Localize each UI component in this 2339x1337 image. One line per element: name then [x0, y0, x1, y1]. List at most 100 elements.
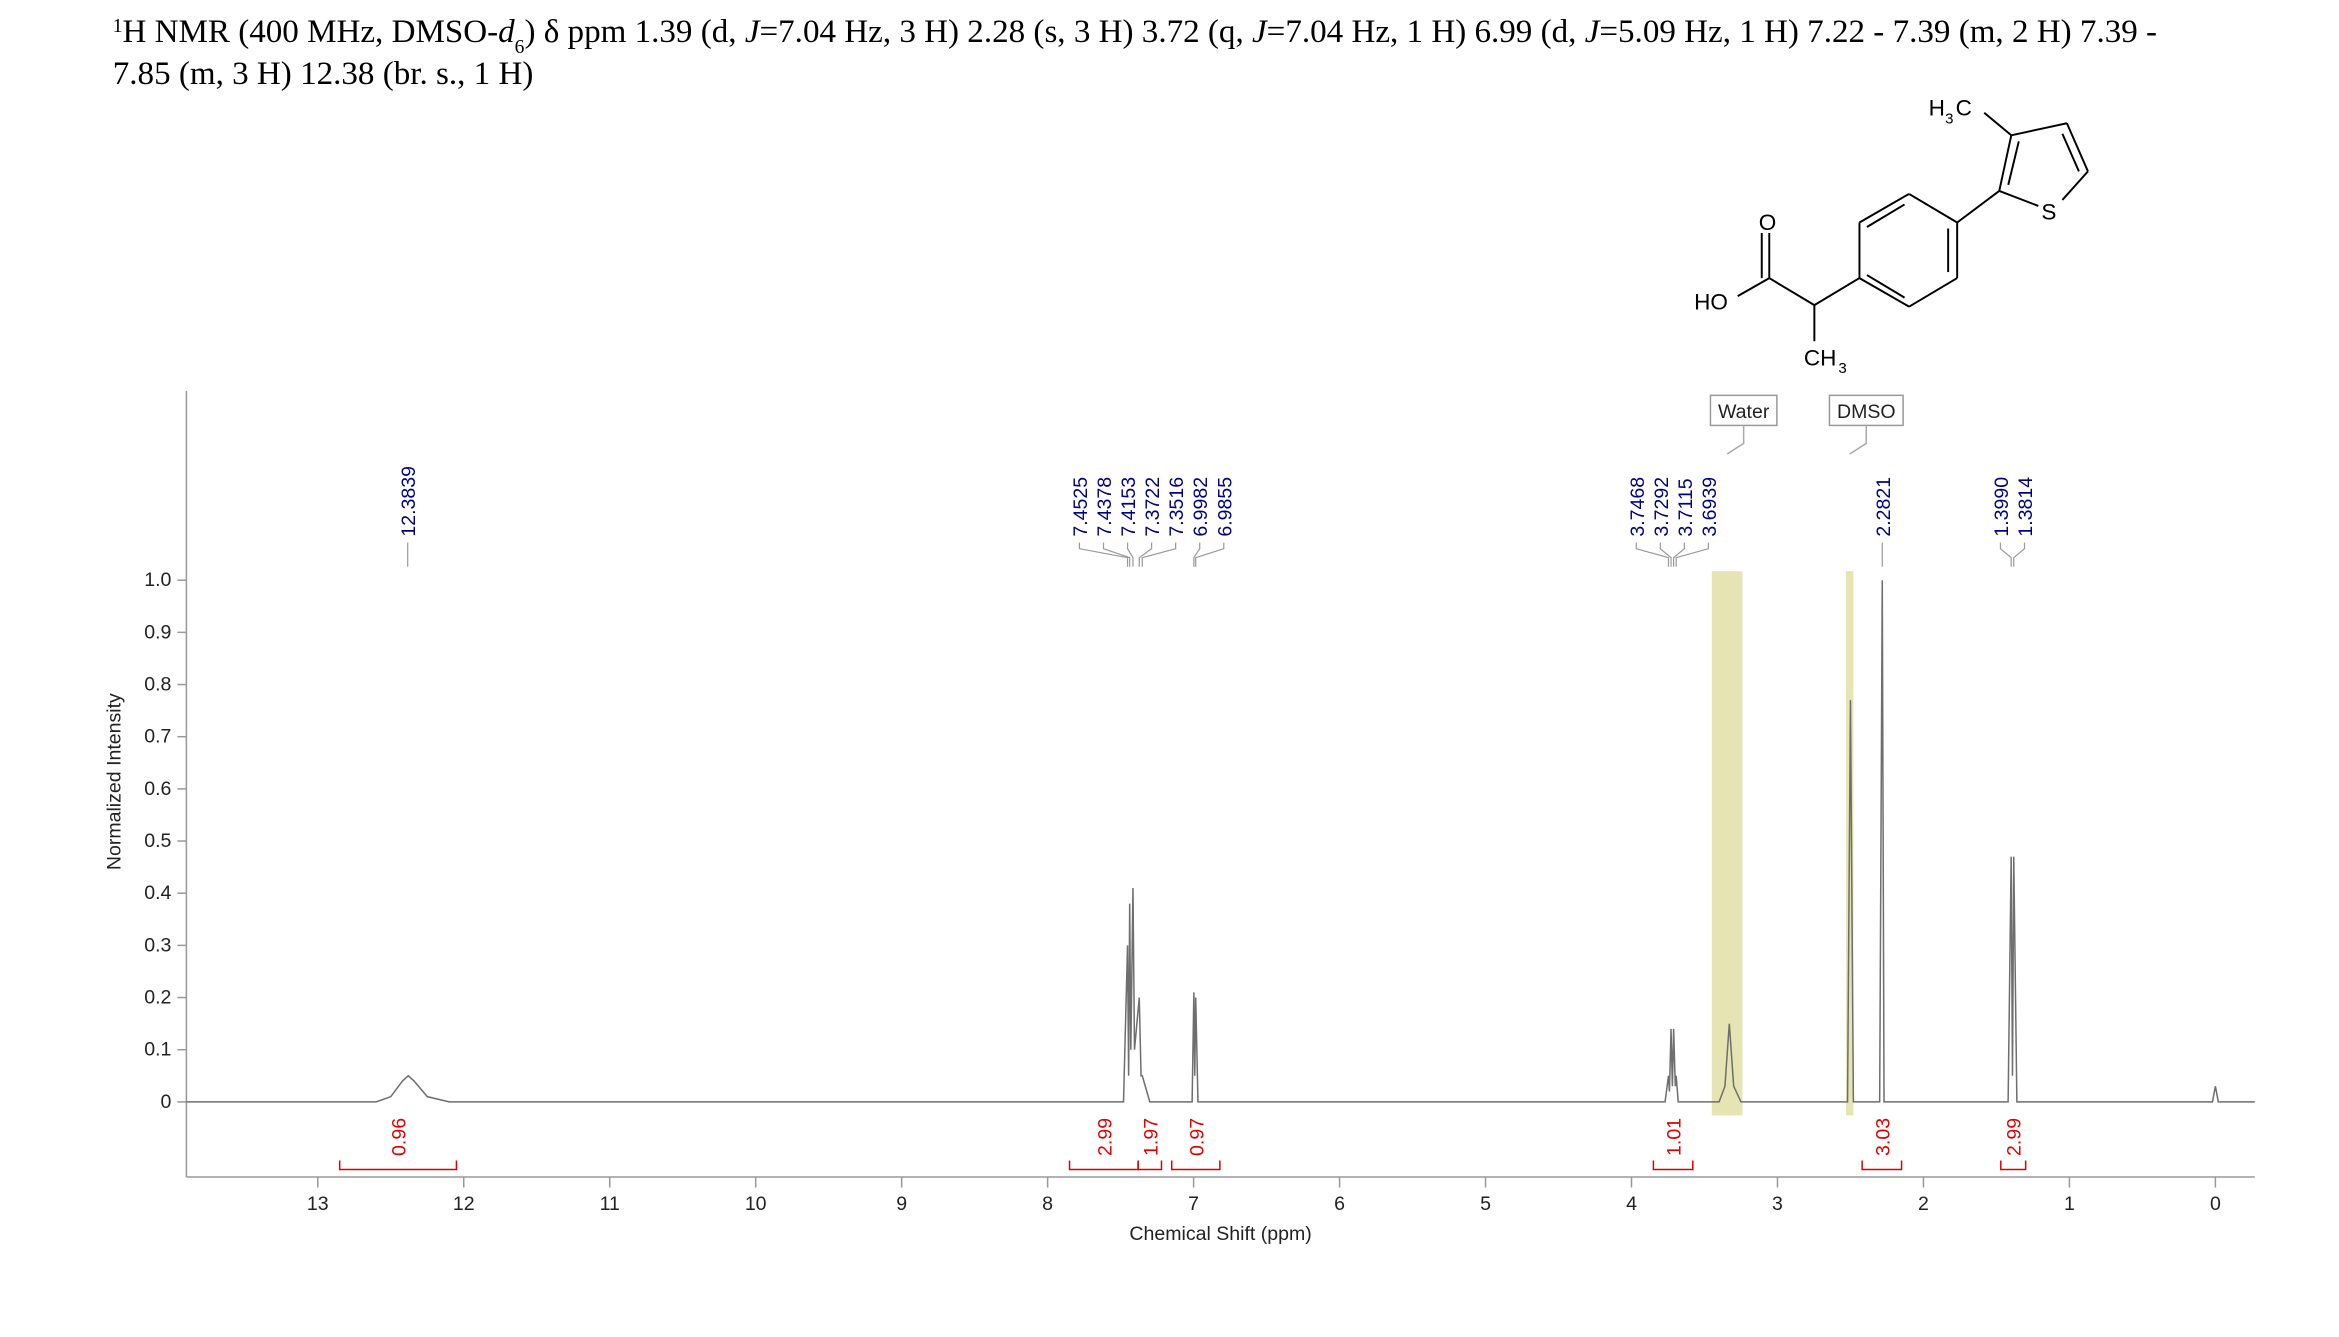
peak-label: 1.3990 — [1991, 477, 2013, 537]
title-line: 7.85 (m, 3 H) 12.38 (br. s., 1 H) — [113, 56, 534, 92]
y-tick-label: 0.8 — [144, 674, 171, 696]
integral-bracket — [2000, 1160, 2027, 1171]
title-part: 1 — [113, 16, 123, 37]
atom-label: C — [1956, 96, 1972, 121]
atom-label: S — [2041, 199, 2056, 224]
x-tick-label: 6 — [1334, 1193, 1345, 1215]
atom-label: 3 — [1838, 360, 1846, 377]
y-tick-label: 0.3 — [144, 934, 171, 956]
peak-label: 7.3722 — [1142, 477, 1164, 537]
peak-leader — [1193, 542, 1201, 567]
atom-label: 3 — [1945, 110, 1953, 127]
peak-leader — [2013, 542, 2026, 567]
peak-label: 2.2821 — [1873, 477, 1895, 537]
integral-label: 2.99 — [2004, 1118, 2026, 1156]
x-tick-label: 4 — [1626, 1193, 1637, 1215]
peak-label: 3.7115 — [1675, 478, 1697, 536]
peak-leader — [1195, 542, 1225, 567]
title-part: J — [1585, 14, 1601, 50]
integral-label: 2.99 — [1094, 1118, 1116, 1156]
integral-label: 3.03 — [1872, 1118, 1894, 1156]
atom-label: O — [1759, 210, 1777, 235]
integral-bracket — [1861, 1160, 1903, 1171]
title-part: J — [745, 14, 761, 50]
title-part: =5.09 Hz, 1 H) 7.22 - 7.39 (m, 2 H) 7.39… — [1599, 14, 2157, 50]
peak-label: 1.3814 — [2015, 477, 2037, 537]
y-tick-label: 0.6 — [144, 778, 171, 800]
x-tick-label: 12 — [453, 1193, 475, 1215]
title-part: =7.04 Hz, 3 H) 2.28 (s, 3 H) 3.72 (q, — [760, 14, 1252, 50]
y-tick-label: 0.9 — [144, 621, 171, 643]
title-part: d — [498, 14, 515, 50]
x-tick-label: 9 — [896, 1193, 907, 1215]
peak-label: 3.6939 — [1699, 477, 1721, 537]
x-tick-label: 10 — [745, 1193, 767, 1215]
title-part: H NMR (400 MHz, DMSO- — [123, 14, 499, 50]
x-tick-label: 3 — [1772, 1193, 1783, 1215]
peak-leader — [1635, 542, 1670, 567]
integral-bracket — [1137, 1160, 1163, 1171]
solvent-leader — [1726, 425, 1745, 455]
peak-leader — [1673, 542, 1685, 567]
canvas: 1H NMR (400 MHz, DMSO-d6) δ ppm 1.39 (d,… — [103, 14, 2255, 1245]
x-tick-label: 5 — [1480, 1193, 1491, 1215]
peak-leader — [1078, 542, 1129, 567]
integral-bracket — [1068, 1160, 1139, 1171]
peak-label: 6.9855 — [1214, 477, 1236, 537]
peak-leader — [1659, 542, 1672, 567]
peak-label: 7.4378 — [1094, 477, 1116, 537]
y-tick-label: 0.1 — [144, 1039, 171, 1061]
peak-label: 7.3516 — [1166, 477, 1188, 537]
integral-label: 0.96 — [389, 1118, 411, 1156]
peak-label: 7.4525 — [1070, 477, 1092, 537]
peak-label: 3.7292 — [1651, 477, 1673, 537]
atom-label: H — [1929, 96, 1945, 121]
atom-label: CH — [1804, 345, 1837, 370]
x-axis-label: Chemical Shift (ppm) — [1129, 1223, 1311, 1245]
peak-leader — [1675, 542, 1710, 567]
solvent-label: Water — [1718, 401, 1770, 423]
integral-label: 1.97 — [1140, 1118, 1162, 1156]
y-tick-label: 0.2 — [144, 987, 171, 1009]
peak-label: 12.3839 — [398, 466, 420, 537]
integral-bracket — [1170, 1160, 1221, 1171]
peak-leader — [1141, 542, 1177, 567]
peak-leader — [1102, 542, 1131, 567]
y-tick-label: 0 — [160, 1091, 171, 1113]
peak-label: 7.4153 — [1118, 477, 1140, 537]
spectrum — [186, 580, 2255, 1103]
x-tick-label: 11 — [600, 1193, 620, 1215]
x-tick-label: 7 — [1188, 1193, 1199, 1215]
solvent-region — [1711, 571, 1743, 1116]
peak-label: 6.9982 — [1190, 477, 1212, 537]
integral-label: 0.97 — [1186, 1118, 1208, 1156]
integral-bracket — [1652, 1160, 1694, 1171]
peak-leader — [1999, 542, 2012, 567]
x-tick-label: 13 — [307, 1193, 329, 1215]
x-tick-label: 2 — [1918, 1193, 1929, 1215]
atom-label: HO — [1694, 290, 1728, 315]
solvent-label-box — [1709, 394, 1778, 427]
title-part: =7.04 Hz, 1 H) 6.99 (d, — [1267, 14, 1585, 50]
y-tick-label: 0.7 — [144, 726, 171, 748]
integral-bracket — [338, 1160, 458, 1171]
y-tick-label: 0.5 — [144, 830, 171, 852]
title-part: ) δ ppm 1.39 (d, — [524, 14, 744, 50]
title-part: 6 — [515, 37, 525, 58]
y-tick-label: 0.4 — [144, 882, 171, 904]
y-axis-label: Normalized Intensity — [103, 693, 125, 870]
x-tick-label: 8 — [1042, 1193, 1053, 1215]
solvent-leader — [1849, 425, 1868, 455]
title-line: 1H NMR (400 MHz, DMSO-d6) δ ppm 1.39 (d,… — [113, 14, 2157, 57]
peak-leader — [1126, 542, 1134, 567]
peak-leader — [1138, 542, 1153, 567]
x-tick-label: 0 — [2210, 1193, 2221, 1215]
solvent-label: DMSO — [1837, 401, 1896, 423]
integral-label: 1.01 — [1664, 1118, 1686, 1156]
peak-label: 3.7468 — [1627, 477, 1649, 537]
y-tick-label: 1.0 — [144, 569, 171, 591]
structure: H 3 C O HO S CH 3 — [1694, 96, 2089, 377]
title-part: J — [1252, 14, 1268, 50]
